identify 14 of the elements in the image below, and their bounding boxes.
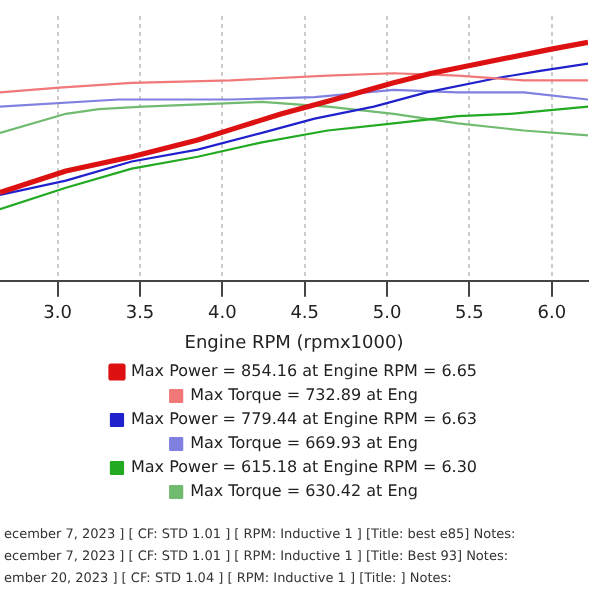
legend-label: Max Power = 615.18 at Engine RPM = 6.30 [130, 458, 478, 477]
x-tick-label: 3.0 [43, 304, 73, 325]
x-tick-label: 4.0 [208, 304, 238, 325]
legend-label: Max Torque = 669.93 at Eng [190, 434, 418, 453]
x-tick-label: 5.0 [372, 304, 402, 325]
legend-label: Max Power = 779.44 at Engine RPM = 6.63 [130, 410, 478, 429]
x-axis-title: Engine RPM (rpmx1000) [184, 333, 404, 354]
legend-label: Max Power = 854.16 at Engine RPM = 6.65 [130, 362, 478, 381]
x-tick-label: 6.0 [537, 304, 567, 325]
legend-label: Max Torque = 732.89 at Eng [190, 386, 418, 405]
x-tick-label: 3.5 [125, 304, 155, 325]
x-tick-label: 4.5 [290, 304, 320, 325]
legend-label: Max Torque = 630.42 at Eng [190, 482, 418, 501]
x-tick-label: 5.5 [455, 304, 484, 325]
